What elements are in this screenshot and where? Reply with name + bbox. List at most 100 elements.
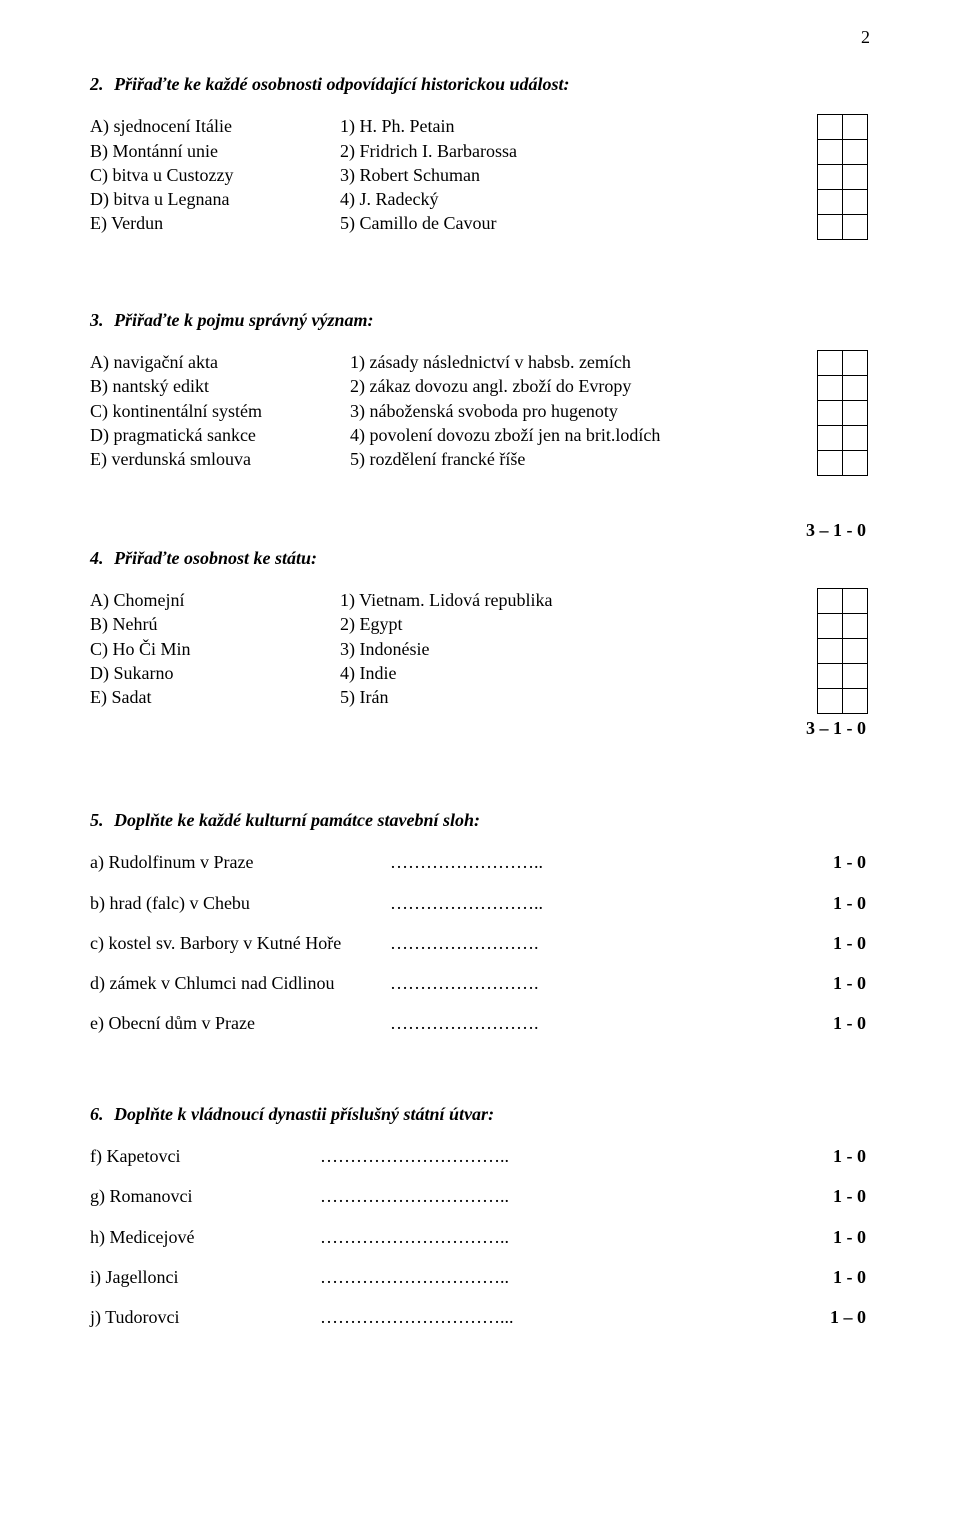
q2-left: B) Montánní unie — [90, 139, 340, 163]
q6-label: f) Kapetovci — [90, 1144, 320, 1168]
q4-right: 3) Indonésie — [340, 637, 880, 661]
q3-block: A) navigační akta1) zásady následnictví … — [90, 350, 880, 471]
q5-item: a) Rudolfinum v Praze……………………..1 - 0 — [90, 850, 880, 874]
q4-left: E) Sadat — [90, 685, 340, 709]
q5-label: a) Rudolfinum v Praze — [90, 850, 390, 874]
q6-item: i) Jagellonci…………………………..1 - 0 — [90, 1265, 880, 1289]
q6-score: 1 - 0 — [560, 1265, 880, 1289]
q5-label: d) zámek v Chlumci nad Cidlinou — [90, 971, 390, 995]
q3-heading: 3. Přiřaďte k pojmu správný význam: — [90, 308, 880, 332]
q6-title: Doplňte k vládnoucí dynastii příslušný s… — [114, 1104, 494, 1124]
q5-label: c) kostel sv. Barbory v Kutné Hoře — [90, 931, 390, 955]
q3-row: E) verdunská smlouva5) rozdělení francké… — [90, 447, 880, 471]
q5-item: e) Obecní dům v Praze…………………….1 - 0 — [90, 1011, 880, 1035]
q5-heading: 5. Doplňte ke každé kulturní památce sta… — [90, 808, 880, 832]
q4-left: B) Nehrú — [90, 612, 340, 636]
q6-score: 1 - 0 — [560, 1144, 880, 1168]
q2-row: E) Verdun5) Camillo de Cavour — [90, 211, 880, 235]
q3-right: 2) zákaz dovozu angl. zboží do Evropy — [350, 374, 880, 398]
q4-score: 3 – 1 - 0 — [90, 716, 866, 740]
q3-score: 3 – 1 - 0 — [90, 518, 866, 542]
q5-blank[interactable]: ……………………. — [390, 1011, 630, 1035]
q2-right: 3) Robert Schuman — [340, 163, 880, 187]
q3-left: B) nantský edikt — [90, 374, 350, 398]
q6-heading: 6. Doplňte k vládnoucí dynastii příslušn… — [90, 1102, 880, 1126]
q5-blank[interactable]: ……………………. — [390, 931, 630, 955]
q4-block: A) Chomejní1) Vietnam. Lidová republika … — [90, 588, 880, 709]
q6-blank[interactable]: …………………………... — [320, 1305, 560, 1329]
q3-row: C) kontinentální systém3) náboženská svo… — [90, 399, 880, 423]
q5-blank[interactable]: …………………….. — [390, 891, 630, 915]
q2-row: D) bitva u Legnana4) J. Radecký — [90, 187, 880, 211]
q4-row: E) Sadat5) Irán — [90, 685, 880, 709]
q6-label: h) Medicejové — [90, 1225, 320, 1249]
q5-score: 1 - 0 — [630, 971, 880, 995]
q4-left: A) Chomejní — [90, 588, 340, 612]
q4-title: Přiřaďte osobnost ke státu: — [114, 548, 317, 568]
q4-heading: 4. Přiřaďte osobnost ke státu: — [90, 546, 880, 570]
q4-row: D) Sukarno4) Indie — [90, 661, 880, 685]
q3-right: 4) povolení dovozu zboží jen na brit.lod… — [350, 423, 880, 447]
q5-blank[interactable]: …………………….. — [390, 850, 630, 874]
q6-item: j) Tudorovci…………………………...1 – 0 — [90, 1305, 880, 1329]
q6-blank[interactable]: ………………………….. — [320, 1225, 560, 1249]
q6-number: 6. — [90, 1104, 104, 1124]
q2-title: Přiřaďte ke každé osobnosti odpovídající… — [114, 74, 570, 94]
q2-row: C) bitva u Custozzy3) Robert Schuman — [90, 163, 880, 187]
q2-row: A) sjednocení Itálie1) H. Ph. Petain — [90, 114, 880, 138]
q5-blank[interactable]: ……………………. — [390, 971, 630, 995]
q3-number: 3. — [90, 310, 104, 330]
q6-score: 1 - 0 — [560, 1225, 880, 1249]
q5-score: 1 - 0 — [630, 891, 880, 915]
q2-left: C) bitva u Custozzy — [90, 163, 340, 187]
q4-left: D) Sukarno — [90, 661, 340, 685]
page-number: 2 — [861, 25, 870, 49]
q3-left: E) verdunská smlouva — [90, 447, 350, 471]
q5-score: 1 - 0 — [630, 931, 880, 955]
q5-block: a) Rudolfinum v Praze……………………..1 - 0 b) … — [90, 850, 880, 1035]
q3-left: A) navigační akta — [90, 350, 350, 374]
q4-number: 4. — [90, 548, 104, 568]
q6-score: 1 - 0 — [560, 1184, 880, 1208]
q5-score: 1 - 0 — [630, 850, 880, 874]
q2-heading: 2. Přiřaďte ke každé osobnosti odpovídaj… — [90, 72, 880, 96]
q4-right: 5) Irán — [340, 685, 880, 709]
q2-answer-grid[interactable] — [817, 114, 868, 240]
q3-row: B) nantský edikt2) zákaz dovozu angl. zb… — [90, 374, 880, 398]
q6-blank[interactable]: ………………………….. — [320, 1184, 560, 1208]
q2-left: D) bitva u Legnana — [90, 187, 340, 211]
q2-right: 1) H. Ph. Petain — [340, 114, 880, 138]
q6-block: f) Kapetovci…………………………..1 - 0 g) Romanov… — [90, 1144, 880, 1329]
q2-left: E) Verdun — [90, 211, 340, 235]
q3-right: 5) rozdělení francké říše — [350, 447, 880, 471]
q2-right: 4) J. Radecký — [340, 187, 880, 211]
q5-label: e) Obecní dům v Praze — [90, 1011, 390, 1035]
q6-item: f) Kapetovci…………………………..1 - 0 — [90, 1144, 880, 1168]
q4-right: 1) Vietnam. Lidová republika — [340, 588, 880, 612]
q2-right: 5) Camillo de Cavour — [340, 211, 880, 235]
q2-block: A) sjednocení Itálie1) H. Ph. Petain B) … — [90, 114, 880, 235]
q3-row: A) navigační akta1) zásady následnictví … — [90, 350, 880, 374]
q4-row: A) Chomejní1) Vietnam. Lidová republika — [90, 588, 880, 612]
q6-blank[interactable]: ………………………….. — [320, 1265, 560, 1289]
q6-label: j) Tudorovci — [90, 1305, 320, 1329]
q4-right: 2) Egypt — [340, 612, 880, 636]
q4-answer-grid[interactable] — [817, 588, 868, 714]
q5-title: Doplňte ke každé kulturní památce staveb… — [114, 810, 480, 830]
q3-title: Přiřaďte k pojmu správný význam: — [114, 310, 373, 330]
q5-item: c) kostel sv. Barbory v Kutné Hoře………………… — [90, 931, 880, 955]
q6-blank[interactable]: ………………………….. — [320, 1144, 560, 1168]
q2-number: 2. — [90, 74, 104, 94]
q2-left: A) sjednocení Itálie — [90, 114, 340, 138]
q3-right: 3) náboženská svoboda pro hugenoty — [350, 399, 880, 423]
q6-score: 1 – 0 — [560, 1305, 880, 1329]
q3-answer-grid[interactable] — [817, 350, 868, 476]
q6-label: g) Romanovci — [90, 1184, 320, 1208]
q4-right: 4) Indie — [340, 661, 880, 685]
q6-label: i) Jagellonci — [90, 1265, 320, 1289]
q6-item: h) Medicejové…………………………..1 - 0 — [90, 1225, 880, 1249]
q6-item: g) Romanovci…………………………..1 - 0 — [90, 1184, 880, 1208]
q5-item: b) hrad (falc) v Chebu……………………..1 - 0 — [90, 891, 880, 915]
q3-row: D) pragmatická sankce4) povolení dovozu … — [90, 423, 880, 447]
q5-number: 5. — [90, 810, 104, 830]
